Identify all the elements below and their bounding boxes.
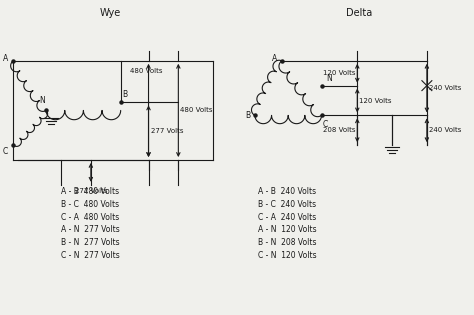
Text: 240 Volts: 240 Volts — [429, 127, 461, 133]
Text: A - N  120 Volts: A - N 120 Volts — [258, 226, 317, 234]
Text: 480 Volts: 480 Volts — [180, 107, 213, 113]
Text: 120 Volts: 120 Volts — [323, 70, 356, 76]
Text: 277 Volts: 277 Volts — [151, 128, 183, 134]
Text: C - A  240 Volts: C - A 240 Volts — [258, 213, 316, 221]
Text: 120 Volts: 120 Volts — [359, 98, 392, 104]
Text: A - B  480 Volts: A - B 480 Volts — [61, 187, 119, 196]
Text: A - N  277 Volts: A - N 277 Volts — [61, 226, 120, 234]
Text: 277 Volts: 277 Volts — [74, 188, 107, 194]
Text: A: A — [3, 54, 9, 63]
Text: Delta: Delta — [346, 8, 373, 18]
Text: C - A  480 Volts: C - A 480 Volts — [61, 213, 119, 221]
Text: C: C — [3, 147, 9, 156]
Text: A - B  240 Volts: A - B 240 Volts — [258, 187, 316, 196]
Text: Wye: Wye — [100, 8, 121, 18]
Text: A: A — [272, 54, 277, 63]
Text: B: B — [123, 89, 128, 99]
Text: C - N  277 Volts: C - N 277 Volts — [61, 251, 120, 260]
Text: 240 Volts: 240 Volts — [429, 85, 461, 91]
Text: N: N — [327, 74, 332, 83]
Text: B - C  480 Volts: B - C 480 Volts — [61, 200, 119, 209]
Text: B - N  277 Volts: B - N 277 Volts — [61, 238, 119, 247]
Text: C - N  120 Volts: C - N 120 Volts — [258, 251, 317, 260]
Text: 480 Volts: 480 Volts — [130, 68, 163, 74]
Text: 208 Volts: 208 Volts — [323, 127, 356, 133]
Text: N: N — [39, 96, 45, 106]
Text: B: B — [245, 111, 250, 120]
Text: B - N  208 Volts: B - N 208 Volts — [258, 238, 316, 247]
Text: B - C  240 Volts: B - C 240 Volts — [258, 200, 316, 209]
Text: C: C — [322, 120, 328, 129]
